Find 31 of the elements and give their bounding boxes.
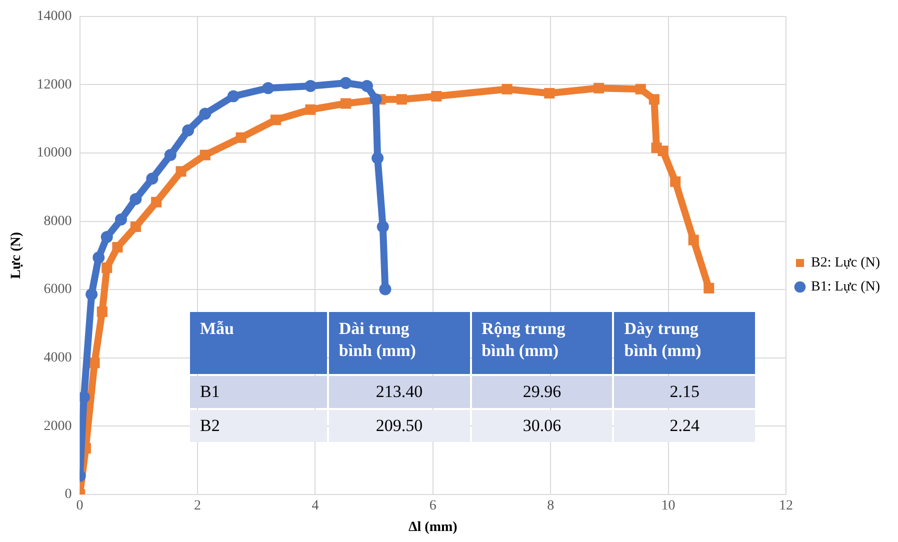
x-tick-label: 8 — [547, 498, 554, 514]
annotation: 213.40 — [328, 376, 470, 408]
x-tick-label: 4 — [312, 498, 319, 514]
x-tick-label: 0 — [76, 498, 84, 514]
y-tick-label: 0 — [64, 487, 72, 502]
y-tick-label: 8000 — [44, 214, 72, 229]
annotation: Dày trung bình (mm) — [614, 312, 755, 374]
y-tick-label: 12000 — [36, 77, 72, 92]
annotation: 2.24 — [614, 410, 755, 442]
x-axis-title: Δl (mm) — [408, 520, 458, 536]
annotation: 29.96 — [472, 376, 612, 408]
annotation: B2 — [190, 410, 327, 442]
x-tick-label: 10 — [661, 498, 676, 514]
y-tick-label: 14000 — [36, 9, 72, 24]
y-axis-title: Lực (N) — [9, 232, 24, 279]
annotation: Mẫu — [190, 312, 327, 374]
y-tick-label: 2000 — [44, 418, 72, 434]
annotation: B1 — [190, 376, 327, 408]
annotation: 209.50 — [328, 410, 470, 442]
legend-label: B1: Lực (N) — [810, 280, 880, 295]
legend-label: B2: Lực (N) — [810, 256, 880, 271]
y-tick-label: 4000 — [44, 350, 72, 366]
annotation: 2.15 — [614, 376, 755, 408]
x-tick-label: 6 — [429, 498, 436, 514]
y-tick-label: 10000 — [36, 146, 72, 161]
y-tick-label: 6000 — [44, 282, 72, 298]
x-tick-label: 2 — [194, 498, 201, 514]
x-tick-label: 12 — [778, 498, 793, 514]
annotation: Dài trung bình (mm) — [328, 312, 470, 374]
annotation: Rộng trung bình (mm) — [472, 312, 612, 374]
annotation: 30.06 — [472, 410, 612, 442]
